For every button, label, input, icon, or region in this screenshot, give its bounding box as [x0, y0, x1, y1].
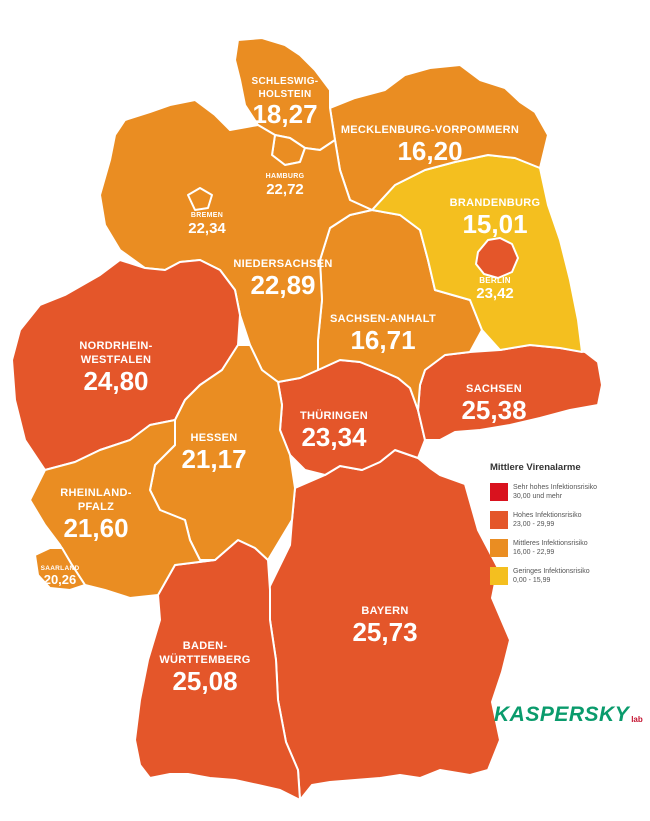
- kaspersky-logo: KASPERSKY lab: [494, 703, 643, 727]
- state-value: 20,26: [43, 572, 77, 588]
- state-name: WESTFALEN: [80, 353, 152, 366]
- state-value: 21,17: [181, 443, 247, 474]
- label-thueringen: THÜRINGEN 23,34: [300, 410, 368, 451]
- legend-swatch: [490, 566, 508, 585]
- state-name: RHEINLAND-: [60, 487, 132, 499]
- region-saarland[interactable]: [34, 547, 86, 591]
- state-value: 16,71: [350, 324, 416, 355]
- label-bayern: BAYERN 25,73: [352, 605, 417, 646]
- legend-text: Mittleres Infektionsrisiko 16,00 - 22,99: [513, 539, 588, 558]
- legend-label: Sehr hohes Infektionsrisiko: [513, 484, 598, 491]
- state-name: HESSEN: [190, 432, 238, 444]
- state-name: NIEDERSACHSEN: [233, 258, 333, 270]
- state-value: 22,89: [250, 269, 316, 300]
- state-value: 23,34: [301, 421, 367, 452]
- label-berlin: BERLIN 23,42: [476, 276, 514, 302]
- label-brandenburg: BRANDENBURG 15,01: [450, 197, 541, 238]
- legend-item-low: Geringes Infektionsrisiko 0,00 - 15,99: [490, 566, 640, 586]
- legend-swatch: [490, 510, 508, 529]
- label-bremen: BREMEN 22,34: [188, 212, 226, 237]
- legend-range: 23,00 - 29,99: [513, 521, 555, 529]
- legend-item-very-high: Sehr hohes Infektionsrisiko 30,00 und me…: [490, 483, 640, 502]
- legend-range: 16,00 - 22,99: [513, 549, 555, 557]
- state-value: 22,72: [266, 180, 304, 198]
- label-niedersachsen: NIEDERSACHSEN 22,89: [233, 258, 332, 299]
- legend-text: Sehr hohes Infektionsrisiko 30,00 und me…: [513, 483, 597, 502]
- label-rheinland-pfalz: RHEINLAND- PFALZ 21,60: [60, 487, 131, 542]
- state-value: 25,38: [461, 394, 527, 425]
- legend-swatch: [490, 538, 508, 557]
- state-name: BADEN-: [182, 640, 228, 652]
- legend-item-medium: Mittleres Infektionsrisiko 16,00 - 22,99: [490, 538, 640, 558]
- state-name: NORDRHEIN-: [79, 340, 153, 352]
- label-nordrhein-westfalen: NORDRHEIN- WESTFALEN 24,80: [79, 340, 152, 395]
- state-value: 22,34: [188, 219, 226, 237]
- state-value: 21,60: [63, 512, 129, 543]
- region-baden-wuerttemberg[interactable]: [134, 539, 301, 801]
- state-name: HOLSTEIN: [258, 88, 312, 100]
- state-name: BREMEN: [190, 212, 224, 219]
- state-name: SCHLESWIG-: [251, 76, 319, 87]
- logo-wordmark: KASPERSKY: [494, 703, 630, 726]
- region-bremen[interactable]: [187, 187, 213, 211]
- state-name: PFALZ: [77, 500, 115, 513]
- label-saarland: SAARLAND 20,26: [41, 565, 80, 587]
- label-sachsen-anhalt: SACHSEN-ANHALT 16,71: [330, 313, 436, 354]
- legend: Mittlere Virenalarme Sehr hohes Infektio…: [490, 462, 640, 595]
- label-hamburg: HAMBURG 22,72: [266, 173, 305, 198]
- legend-range: 0,00 - 15,99: [513, 577, 551, 585]
- label-mecklenburg-vorpommern: MECKLENBURG-VORPOMMERN 16,20: [341, 124, 519, 165]
- legend-label: Hohes Infektionsrisiko: [513, 511, 582, 519]
- state-name: MECKLENBURG-VORPOMMERN: [340, 124, 520, 136]
- state-name: BRANDENBURG: [449, 197, 541, 209]
- label-sachsen: SACHSEN 25,38: [461, 383, 526, 424]
- state-value: 23,42: [476, 285, 514, 302]
- legend-swatch: [490, 483, 508, 501]
- legend-text: Hohes Infektionsrisiko 23,00 - 29,99: [513, 511, 581, 530]
- state-value: 24,80: [83, 365, 149, 396]
- region-berlin[interactable]: [475, 237, 519, 279]
- state-name: SAARLAND: [40, 565, 80, 572]
- state-name: BERLIN: [479, 276, 511, 285]
- state-value: 25,73: [352, 616, 418, 647]
- state-name: BAYERN: [361, 605, 409, 617]
- state-value: 16,20: [397, 135, 463, 166]
- legend-range: 30,00 und mehr: [513, 493, 563, 501]
- label-baden-wuerttemberg: BADEN- WÜRTTEMBERG 25,08: [159, 640, 250, 695]
- legend-title: Mittlere Virenalarme: [490, 462, 581, 473]
- legend-label: Mittleres Infektionsrisiko: [513, 539, 588, 547]
- state-name: SACHSEN-ANHALT: [329, 313, 437, 325]
- label-hessen: HESSEN 21,17: [181, 432, 246, 473]
- label-schleswig-holstein: SCHLESWIG- HOLSTEIN 18,27: [252, 76, 319, 128]
- state-name: THÜRINGEN: [299, 410, 369, 422]
- state-name: SACHSEN: [466, 383, 522, 395]
- state-value: 18,27: [252, 99, 318, 129]
- state-value: 25,08: [172, 665, 238, 696]
- legend-text: Geringes Infektionsrisiko 0,00 - 15,99: [513, 567, 590, 586]
- logo-lab: lab: [631, 715, 643, 724]
- legend-item-high: Hohes Infektionsrisiko 23,00 - 29,99: [490, 510, 640, 530]
- state-name: HAMBURG: [265, 173, 305, 180]
- state-value: 15,01: [462, 208, 528, 239]
- state-name: WÜRTTEMBERG: [159, 653, 251, 666]
- legend-label: Geringes Infektionsrisiko: [513, 567, 590, 575]
